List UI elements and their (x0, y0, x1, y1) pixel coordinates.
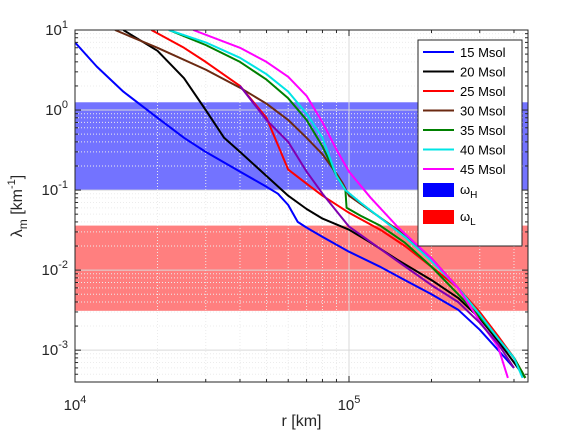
series-line-8 (239, 85, 515, 369)
legend-label: 25 Msol (460, 84, 506, 99)
y-tick-label: 10-3 (42, 339, 68, 359)
legend-label: 35 Msol (460, 123, 506, 138)
axes-box (74, 29, 529, 383)
y-tick-label: 100 (45, 99, 68, 119)
series-line-7 (192, 30, 509, 379)
legend-label: ωH (460, 182, 477, 201)
series-line-6 (168, 30, 524, 379)
legend-label: 30 Msol (460, 104, 506, 119)
y-tick-label: 101 (45, 19, 68, 39)
x-tick-label: 105 (338, 394, 361, 414)
x-axis-label: r [km] (282, 413, 322, 430)
series-line-5 (168, 30, 527, 379)
series-line-3 (150, 30, 527, 379)
y-tick-label: 10-2 (42, 259, 68, 279)
legend-patch (423, 210, 454, 224)
tick-labels: 104 105 10-3 10-2 10-1 100 101 (42, 19, 361, 414)
legend-label: 15 Msol (460, 45, 506, 60)
legend[interactable]: 15 Msol 20 Msol 25 Msol 30 Msol 35 Msol 40 Ms… (417, 39, 523, 247)
legend-label: 45 Msol (460, 162, 506, 177)
y-axis-label: λm [km-1] (6, 175, 30, 237)
legend-label: ωL (460, 209, 476, 228)
series-layer (75, 30, 527, 379)
series-line-1 (75, 41, 515, 369)
x-tick-label: 104 (64, 394, 87, 414)
legend-patch (423, 183, 454, 197)
legend-label: 20 Msol (460, 65, 506, 80)
legend-label: 40 Msol (460, 143, 506, 158)
axes-layer (74, 29, 529, 383)
y-tick-label: 10-1 (42, 179, 68, 199)
